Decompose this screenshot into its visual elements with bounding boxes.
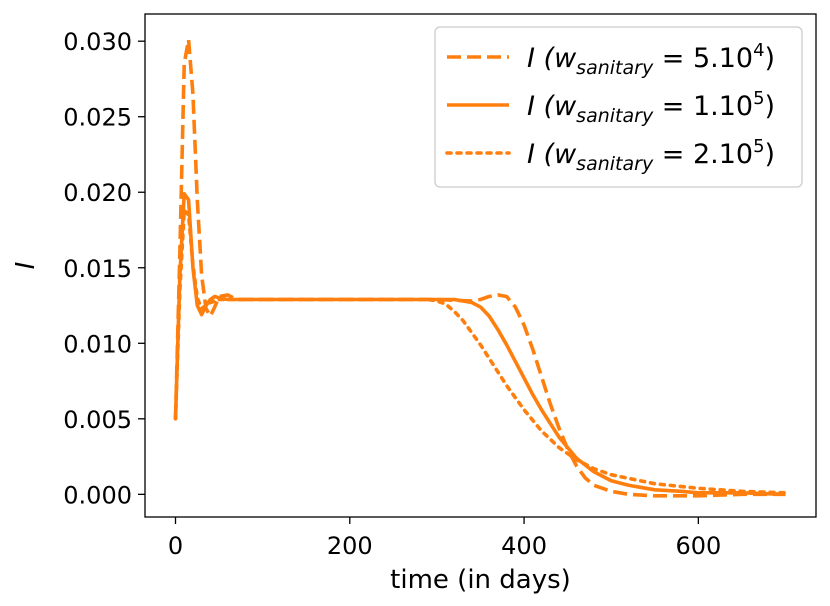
x-tick-label: 600 (675, 532, 721, 560)
x-axis-label: time (in days) (390, 565, 571, 595)
series-line-dotted (173, 208, 788, 495)
legend-box (434, 26, 803, 188)
legend-superscript: 4 (753, 40, 764, 61)
y-tick-label: 0.020 (63, 179, 132, 207)
series-line-solid (173, 191, 786, 497)
legend-end: ) (765, 139, 776, 170)
x-tick-label: 400 (501, 532, 547, 560)
legend-mid: = 1.10 (653, 91, 753, 122)
legend-subscript: sanitary (576, 153, 654, 175)
x-tick-label: 0 (168, 532, 183, 560)
legend-superscript: 5 (753, 88, 764, 109)
y-axis-label: I (11, 262, 41, 270)
y-tick-label: 0.000 (63, 481, 132, 509)
y-tick-label: 0.030 (63, 28, 132, 56)
plot-frame (144, 13, 817, 518)
y-tick-label: 0.015 (63, 255, 132, 283)
legend-entry: I (wsanitary = 1.105) (527, 88, 775, 127)
legend-superscript: 5 (753, 136, 764, 157)
series-line-dashed (173, 37, 786, 498)
legend-main: I (w (527, 91, 577, 122)
legend-end: ) (765, 91, 776, 122)
legend-entry: I (wsanitary = 2.105) (527, 136, 775, 175)
legend-mid: = 5.10 (653, 43, 753, 74)
y-tick-label: 0.025 (63, 104, 132, 132)
x-tick-label: 200 (327, 532, 373, 560)
legend-entry: I (wsanitary = 5.104) (527, 40, 775, 79)
legend-mid: = 2.10 (653, 139, 753, 170)
legend-main: I (w (527, 43, 577, 74)
legend-subscript: sanitary (576, 105, 654, 127)
y-tick-label: 0.010 (63, 330, 132, 358)
y-tick-label: 0.005 (63, 406, 132, 434)
legend-subscript: sanitary (576, 57, 654, 79)
legend-main: I (w (527, 139, 577, 170)
legend-end: ) (765, 43, 776, 74)
